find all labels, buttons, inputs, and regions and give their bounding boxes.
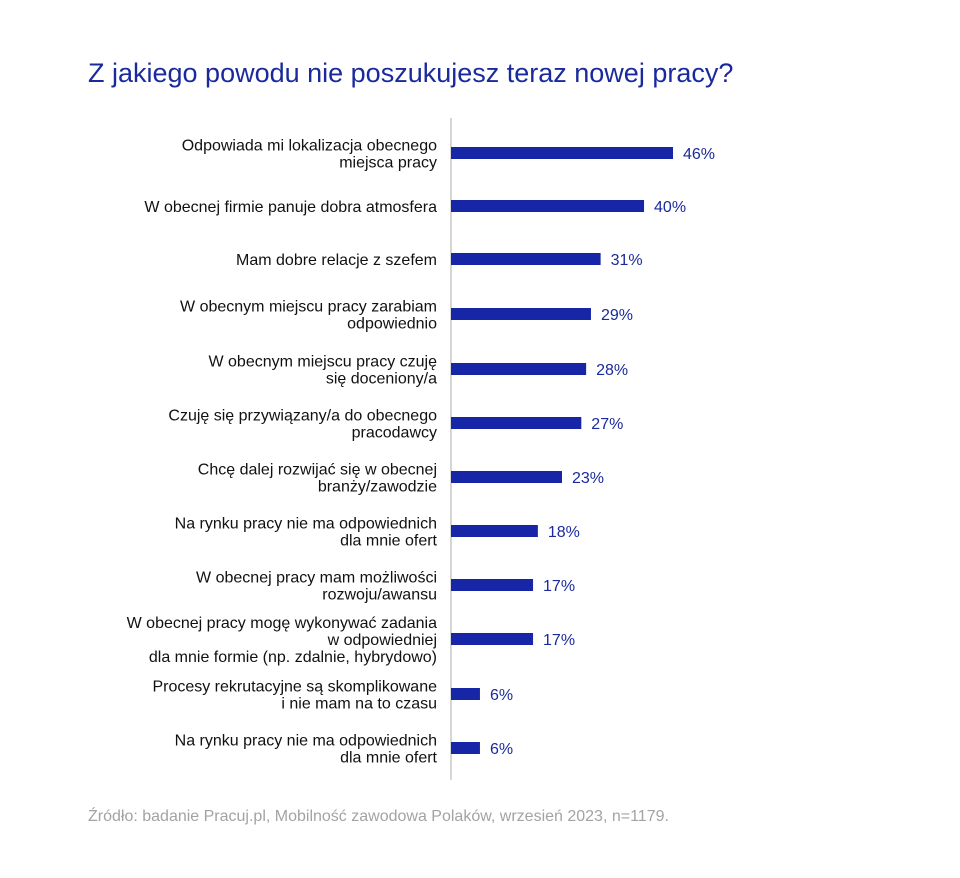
value-label: 6% bbox=[490, 687, 513, 704]
category-label: W obecnej firmie panuje dobra atmosfera bbox=[144, 199, 437, 216]
category-label-line: dla mnie ofert bbox=[340, 533, 437, 550]
category-label: Na rynku pracy nie ma odpowiednich dla mn… bbox=[175, 516, 438, 550]
category-label-line: dla mnie formie (np. zdalnie, hybrydowo) bbox=[149, 649, 437, 666]
category-label: W obecnej pracy mam możliwości rozwoju/aw… bbox=[196, 570, 437, 604]
category-label-line: W obecnej firmie panuje dobra atmosfera bbox=[144, 199, 437, 216]
bar bbox=[451, 471, 562, 483]
bar bbox=[451, 200, 645, 212]
value-label: 23% bbox=[572, 470, 604, 487]
value-labels: 46% 40% 31% 29% 28% 27% 23% 18% 17% 17% 6% 6% bbox=[490, 146, 715, 758]
category-label: Na rynku pracy nie ma odpowiednich dla mn… bbox=[175, 733, 438, 767]
category-label-line: Mam dobre relacje z szefem bbox=[236, 252, 437, 269]
chart-title: Z jakiego powodu nie poszukujesz teraz n… bbox=[88, 58, 734, 88]
bar bbox=[451, 742, 480, 754]
value-label: 46% bbox=[683, 146, 715, 163]
value-label: 40% bbox=[654, 199, 686, 216]
category-label-line: w odpowiedniej bbox=[327, 632, 437, 649]
category-label-line: W obecnej pracy mam możliwości bbox=[196, 570, 437, 587]
category-label-line: pracodawcy bbox=[352, 425, 437, 442]
category-label-line: miejsca pracy bbox=[339, 155, 437, 172]
value-label: 6% bbox=[490, 741, 513, 758]
value-label: 17% bbox=[543, 578, 575, 595]
category-label-line: Odpowiada mi lokalizacja obecnego bbox=[182, 138, 437, 155]
bars bbox=[451, 147, 673, 754]
bar bbox=[451, 579, 534, 591]
category-label: Odpowiada mi lokalizacja obecnego miejsca… bbox=[182, 138, 437, 172]
bar bbox=[451, 633, 534, 645]
category-label-line: dla mnie ofert bbox=[340, 750, 437, 767]
category-label: W obecnym miejscu pracy zarabiam odpowied… bbox=[180, 299, 437, 333]
source-note: Źródło: badanie Pracuj.pl, Mobilność zaw… bbox=[88, 808, 669, 825]
value-label: 18% bbox=[548, 524, 580, 541]
bar bbox=[451, 525, 538, 537]
category-label: W obecnym miejscu pracy czuję się docenio… bbox=[208, 354, 437, 388]
category-label-line: W obecnej pracy mogę wykonywać zadania bbox=[127, 615, 437, 632]
bar bbox=[451, 308, 591, 320]
category-label-line: branży/zawodzie bbox=[318, 479, 437, 496]
value-label: 17% bbox=[543, 632, 575, 649]
category-label-line: rozwoju/awansu bbox=[322, 587, 437, 604]
category-label: Czuję się przywiązany/a do obecnego praco… bbox=[168, 408, 437, 442]
category-label: W obecnej pracy mogę wykonywać zadania w … bbox=[127, 615, 437, 666]
category-label-line: W obecnym miejscu pracy zarabiam bbox=[180, 299, 437, 316]
category-label: Chcę dalej rozwijać się w obecnej branży/… bbox=[198, 462, 437, 496]
bar bbox=[451, 147, 673, 159]
category-label-line: Na rynku pracy nie ma odpowiednich bbox=[175, 733, 437, 750]
category-label: Mam dobre relacje z szefem bbox=[236, 252, 437, 269]
category-label-line: W obecnym miejscu pracy czuję bbox=[208, 354, 437, 371]
category-label-line: się doceniony/a bbox=[326, 371, 437, 388]
category-label: Procesy rekrutacyjne są skomplikowane i n… bbox=[152, 679, 437, 713]
bar bbox=[451, 417, 582, 429]
category-labels: Odpowiada mi lokalizacja obecnego miejsca… bbox=[127, 138, 438, 767]
bar bbox=[451, 363, 587, 375]
bar bbox=[451, 688, 480, 700]
value-label: 29% bbox=[601, 307, 633, 324]
category-label-line: Chcę dalej rozwijać się w obecnej bbox=[198, 462, 437, 479]
category-label-line: i nie mam na to czasu bbox=[281, 696, 437, 713]
category-label-line: odpowiednio bbox=[347, 316, 437, 333]
bar bbox=[451, 253, 601, 265]
category-label-line: Na rynku pracy nie ma odpowiednich bbox=[175, 516, 437, 533]
value-label: 31% bbox=[611, 252, 643, 269]
value-label: 27% bbox=[591, 416, 623, 433]
category-label-line: Czuję się przywiązany/a do obecnego bbox=[168, 408, 437, 425]
value-label: 28% bbox=[596, 362, 628, 379]
category-label-line: Procesy rekrutacyjne są skomplikowane bbox=[152, 679, 437, 696]
